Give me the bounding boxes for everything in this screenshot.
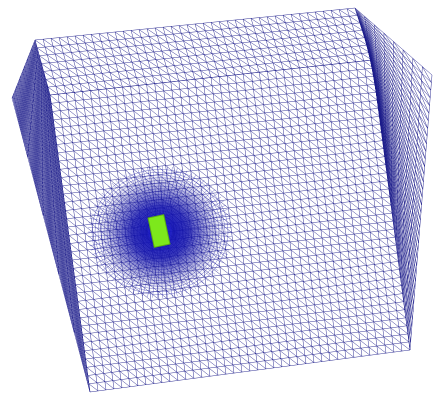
face-mesh — [354, 7, 433, 351]
face-mesh — [34, 7, 373, 96]
mesh-faces — [11, 7, 433, 393]
face-mesh — [11, 39, 91, 393]
inclusion — [147, 214, 171, 248]
fine-mesh — [88, 165, 232, 299]
fine-mesh-lines — [88, 165, 232, 299]
